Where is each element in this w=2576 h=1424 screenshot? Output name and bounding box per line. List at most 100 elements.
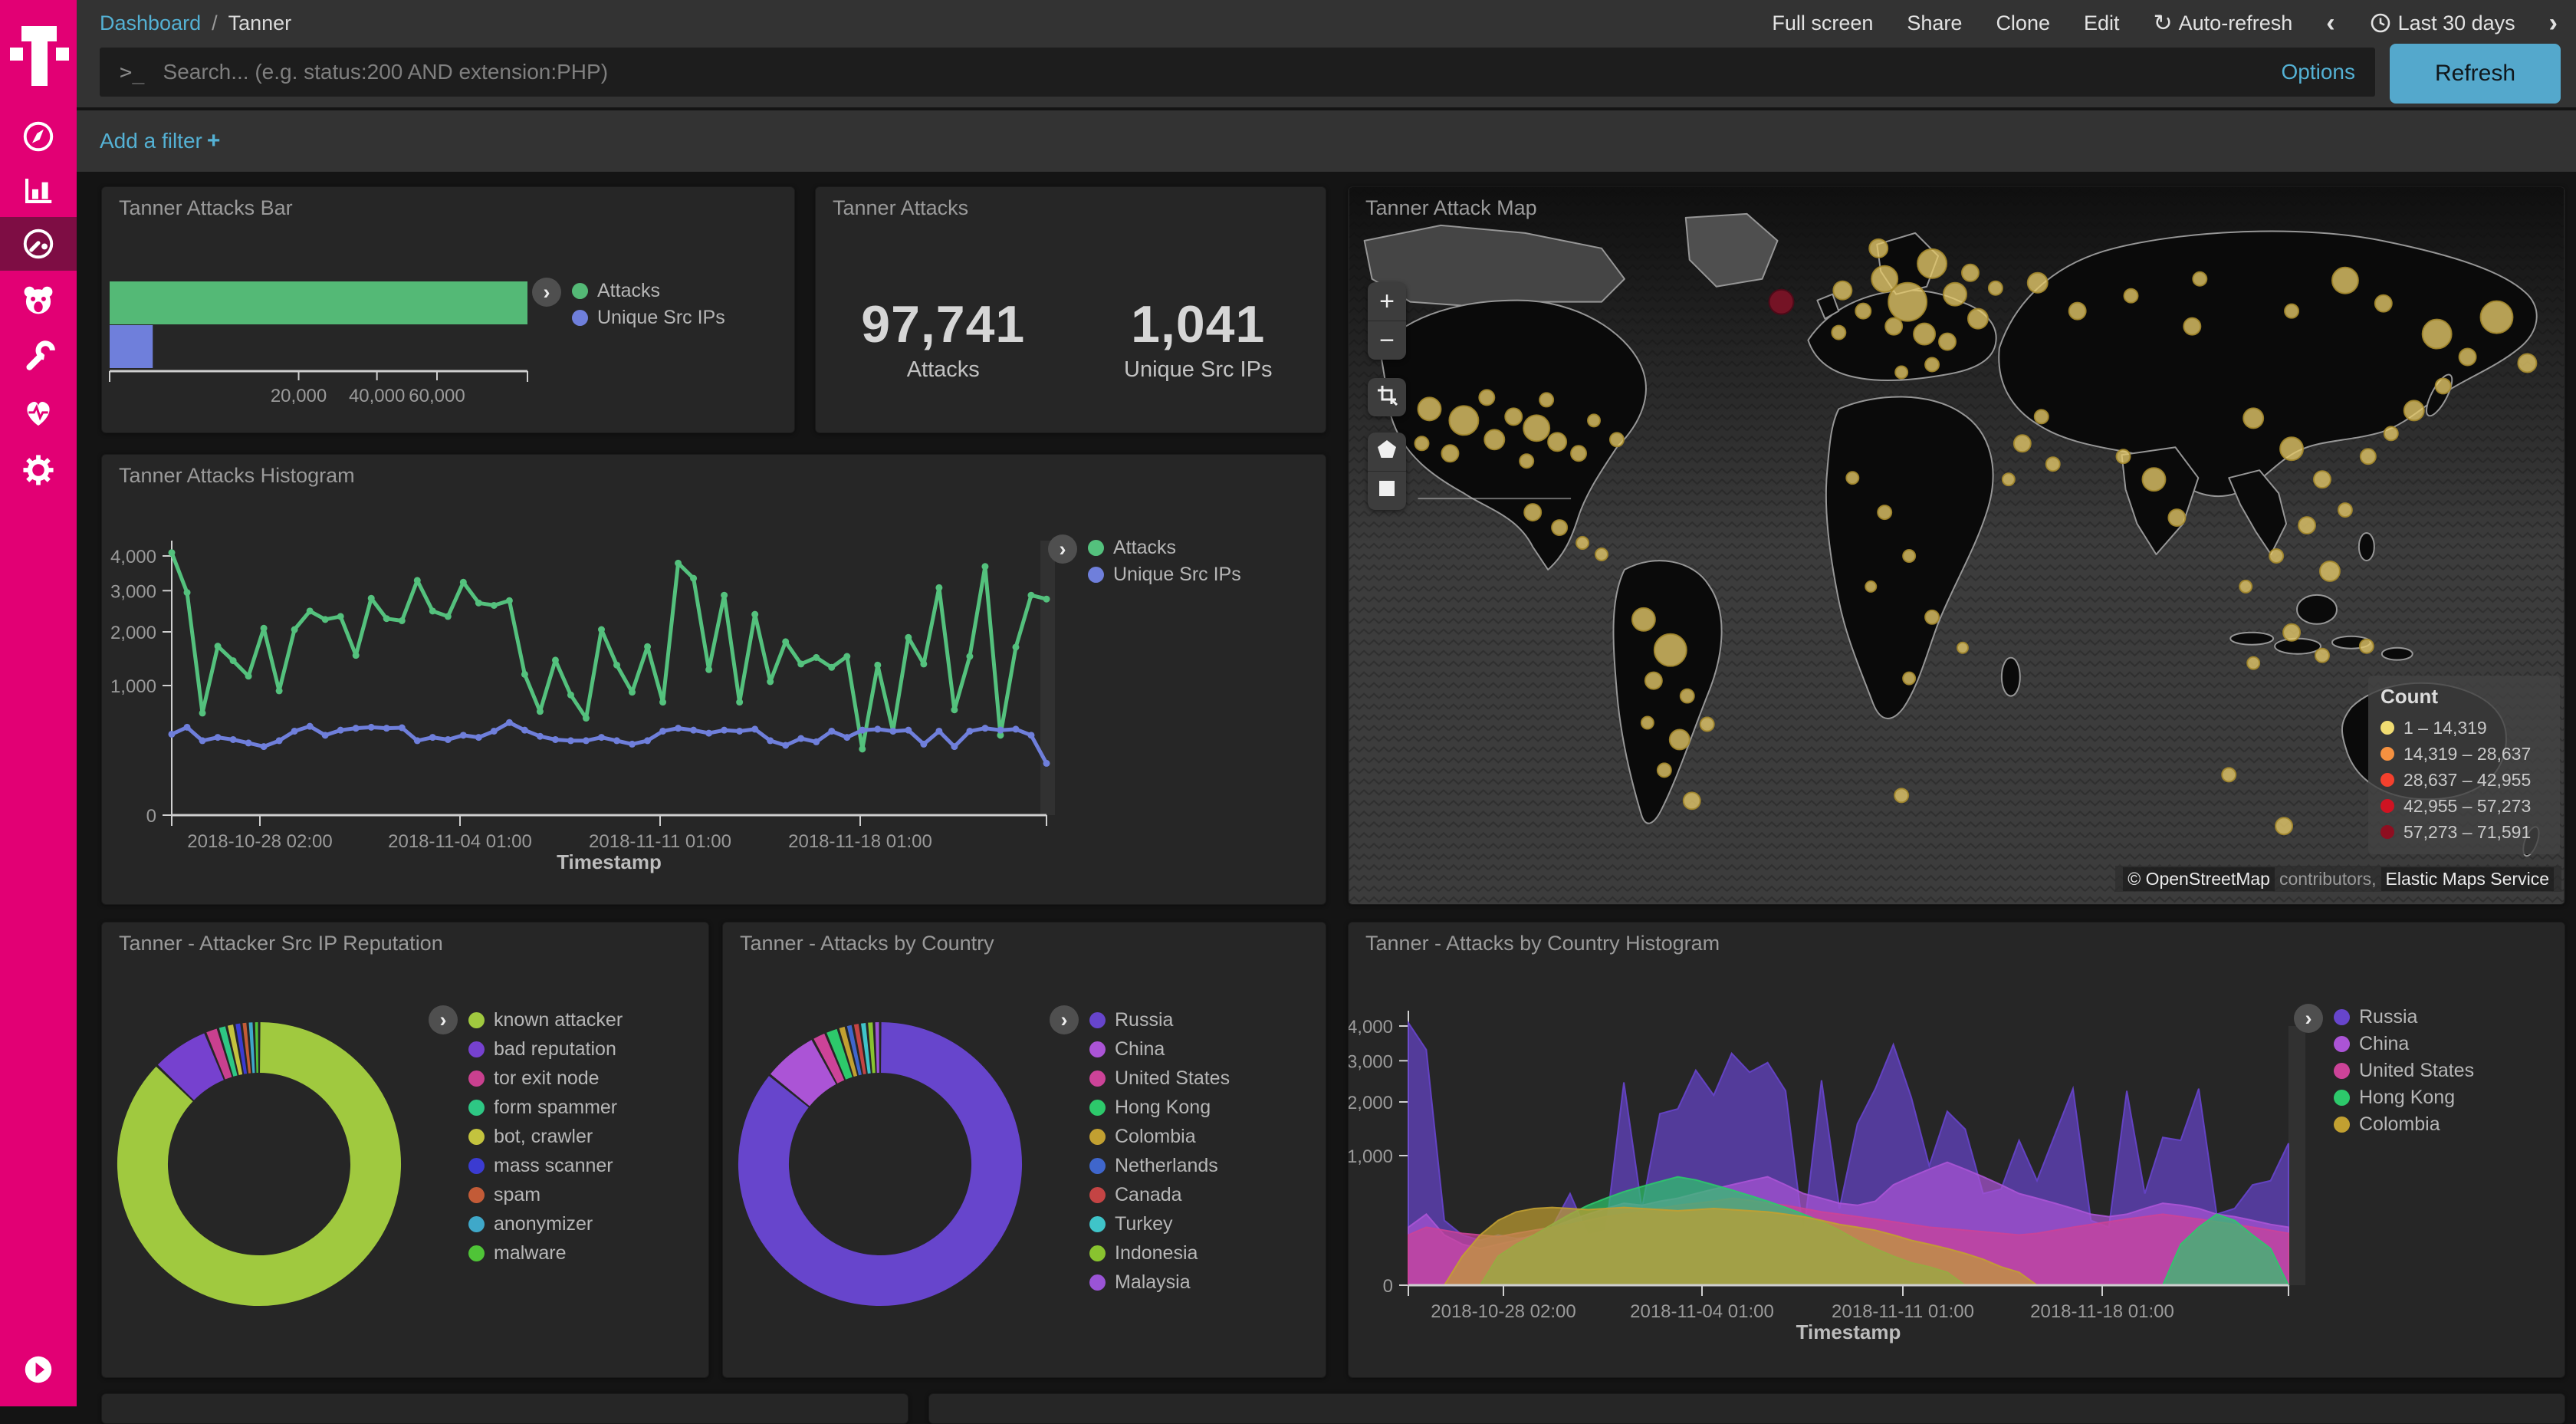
- country-histogram-legend: › Russia China United States Hong Kong Colom…: [2294, 1004, 2474, 1138]
- legend-item[interactable]: malware: [468, 1238, 623, 1268]
- legend-item[interactable]: spam: [468, 1180, 623, 1209]
- legend-item[interactable]: tor exit node: [468, 1064, 623, 1093]
- map-zoom-in-button[interactable]: +: [1368, 282, 1406, 321]
- legend-toggle-button[interactable]: ›: [429, 1005, 458, 1034]
- fullscreen-button[interactable]: Full screen: [1772, 11, 1874, 35]
- svg-text:2018-11-18 01:00: 2018-11-18 01:00: [2030, 1301, 2174, 1322]
- sidebar-item-monitoring[interactable]: [0, 386, 77, 440]
- legend-item[interactable]: mass scanner: [468, 1151, 623, 1180]
- legend-label: mass scanner: [494, 1154, 613, 1176]
- panel-country-histogram: Tanner - Attacks by Country Histogram 0 1…: [1348, 922, 2565, 1378]
- time-back-button[interactable]: ‹: [2326, 8, 2335, 38]
- legend-swatch: [1089, 1245, 1106, 1261]
- svg-text:Timestamp: Timestamp: [1796, 1320, 1901, 1343]
- legend-item[interactable]: China: [2334, 1031, 2474, 1057]
- legend-item[interactable]: Attacks: [572, 278, 725, 304]
- legend-item[interactable]: Hong Kong: [1089, 1093, 1230, 1122]
- panel-title: Tanner Attack Map: [1365, 196, 1537, 219]
- map-legend-range: 42,955 – 57,273: [2404, 795, 2532, 816]
- svg-text:2018-11-18 01:00: 2018-11-18 01:00: [788, 831, 932, 852]
- auto-refresh-button[interactable]: ↻ Auto-refresh: [2153, 10, 2293, 36]
- share-button[interactable]: Share: [1907, 11, 1963, 35]
- wrench-icon: [26, 340, 55, 370]
- legend-item[interactable]: China: [1089, 1034, 1230, 1064]
- refresh-button[interactable]: Refresh: [2390, 44, 2561, 104]
- legend-item[interactable]: Russia: [2334, 1004, 2474, 1031]
- legend-item[interactable]: Malaysia: [1089, 1268, 1230, 1297]
- legend-toggle-button[interactable]: ›: [1048, 534, 1077, 564]
- legend-label: Russia: [1115, 1008, 1174, 1031]
- legend-item[interactable]: anonymizer: [468, 1209, 623, 1238]
- elastic-maps-link[interactable]: Elastic Maps Service: [2380, 867, 2554, 891]
- query-options-link[interactable]: Options: [2281, 60, 2356, 84]
- svg-text:3,000: 3,000: [1349, 1051, 1393, 1072]
- sidebar-item-timelion[interactable]: [0, 273, 77, 327]
- draw-polygon-button[interactable]: [1368, 432, 1406, 471]
- map-zoom-out-button[interactable]: −: [1368, 321, 1406, 360]
- sidebar-item-dashboard[interactable]: [0, 217, 77, 271]
- legend-item[interactable]: Unique Src IPs: [572, 304, 725, 331]
- legend-toggle-button[interactable]: ›: [532, 278, 561, 307]
- sidebar-item-visualize[interactable]: [0, 163, 77, 217]
- legend-item[interactable]: Turkey: [1089, 1209, 1230, 1238]
- legend-item[interactable]: Netherlands: [1089, 1151, 1230, 1180]
- panel-title: Tanner Attacks Histogram: [119, 464, 355, 487]
- panel-attacks-by-country: Tanner - Attacks by Country › Russia Chin…: [722, 922, 1326, 1378]
- filter-bar: Add a filter +: [77, 107, 2576, 172]
- breadcrumb-dashboard-link[interactable]: Dashboard: [100, 11, 202, 35]
- donut-chart-canvas: [738, 1022, 1022, 1306]
- sidebar-item-management[interactable]: [0, 443, 77, 497]
- search-placeholder: Search... (e.g. status:200 AND extension…: [163, 60, 609, 84]
- svg-text:0: 0: [1383, 1276, 1393, 1297]
- legend-swatch: [572, 310, 588, 326]
- map-legend-range: 14,319 – 28,637: [2404, 743, 2532, 764]
- map-legend-swatch: [2380, 799, 2394, 813]
- clone-button[interactable]: Clone: [1996, 11, 2050, 35]
- legend-label: known attacker: [494, 1008, 623, 1031]
- legend-item[interactable]: Colombia: [1089, 1122, 1230, 1151]
- legend-item[interactable]: bad reputation: [468, 1034, 623, 1064]
- openstreetmap-link[interactable]: © OpenStreetMap: [2123, 867, 2275, 891]
- legend-swatch: [468, 1128, 485, 1145]
- sidebar-item-dev-tools[interactable]: [0, 330, 77, 383]
- legend-item[interactable]: Unique Src IPs: [1088, 561, 1241, 588]
- sidebar-item-discover[interactable]: [0, 110, 77, 163]
- legend-item[interactable]: Colombia: [2334, 1111, 2474, 1138]
- legend-item[interactable]: Indonesia: [1089, 1238, 1230, 1268]
- legend-item[interactable]: Hong Kong: [2334, 1084, 2474, 1111]
- legend-item[interactable]: United States: [2334, 1057, 2474, 1084]
- time-forward-button[interactable]: ›: [2548, 8, 2558, 38]
- panel-src-ip-reputation: Tanner - Attacker Src IP Reputation › kn…: [101, 922, 709, 1378]
- edit-button[interactable]: Edit: [2083, 11, 2120, 35]
- legend-swatch: [468, 1157, 485, 1174]
- sidebar-collapse-button[interactable]: [0, 1347, 77, 1393]
- legend-item[interactable]: United States: [1089, 1064, 1230, 1093]
- legend-item[interactable]: bot, crawler: [468, 1122, 623, 1151]
- legend-toggle-button[interactable]: ›: [1050, 1005, 1079, 1034]
- dashboard-menu: Full screen Share Clone Edit ↻ Auto-refr…: [1772, 10, 2558, 37]
- svg-text:2018-10-28 02:00: 2018-10-28 02:00: [187, 831, 333, 852]
- add-filter-button[interactable]: Add a filter +: [100, 128, 221, 153]
- legend-item[interactable]: Russia: [1089, 1005, 1230, 1034]
- legend-swatch: [468, 1186, 485, 1203]
- timepicker-button[interactable]: Last 30 days: [2369, 12, 2515, 35]
- svg-text:2018-11-11 01:00: 2018-11-11 01:00: [1832, 1301, 1974, 1322]
- draw-rectangle-button[interactable]: [1368, 472, 1406, 510]
- legend-item[interactable]: form spammer: [468, 1093, 623, 1122]
- legend-item[interactable]: known attacker: [468, 1005, 623, 1034]
- map-fit-bounds-button[interactable]: [1368, 378, 1406, 416]
- legend-label: Russia: [2359, 1006, 2418, 1028]
- legend-item[interactable]: Canada: [1089, 1180, 1230, 1209]
- world-map-canvas[interactable]: [1349, 187, 2564, 904]
- search-input[interactable]: >_ Search... (e.g. status:200 AND extens…: [100, 48, 2375, 97]
- histogram-legend: › Attacks Unique Src IPs: [1048, 534, 1241, 588]
- legend-item[interactable]: Attacks: [1088, 534, 1241, 561]
- panel-attacks-histogram: Tanner Attacks Histogram 0 1,000 2,000 3,00…: [101, 454, 1326, 905]
- legend-toggle-button[interactable]: ›: [2294, 1004, 2323, 1033]
- gear-icon: [23, 455, 54, 485]
- map-legend-item: 42,955 – 57,273: [2380, 793, 2548, 819]
- legend-swatch: [468, 1041, 485, 1057]
- legend-swatch: [1088, 540, 1104, 556]
- tmobile-logo[interactable]: [0, 6, 77, 98]
- panel-title: Tanner Attacks: [833, 196, 969, 219]
